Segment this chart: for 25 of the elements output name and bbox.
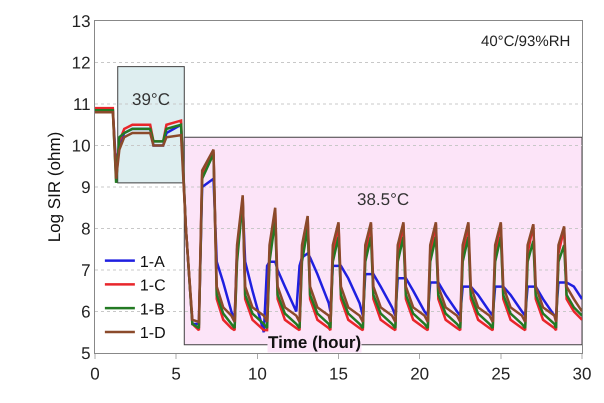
x-tick-label: 5 bbox=[171, 364, 181, 384]
x-tick-label: 15 bbox=[329, 364, 348, 384]
y-tick-label: 8 bbox=[81, 219, 91, 238]
y-tick-label: 6 bbox=[81, 302, 91, 322]
x-tick-label: 25 bbox=[491, 364, 510, 384]
y-axis-title: Log SIR (ohm) bbox=[45, 132, 64, 242]
x-tick-label: 20 bbox=[410, 364, 430, 384]
x-tick-label: 10 bbox=[248, 364, 267, 384]
y-tick-label: 9 bbox=[81, 178, 91, 197]
band-label: 38.5°C bbox=[357, 190, 410, 209]
x-tick-label: 30 bbox=[572, 364, 592, 384]
y-tick-label: 10 bbox=[72, 136, 91, 156]
annotation: 40°C/93%RH bbox=[481, 33, 570, 50]
legend-label: 1-A bbox=[140, 254, 166, 271]
band-label: 39°C bbox=[132, 90, 170, 109]
x-tick-label: 0 bbox=[90, 364, 100, 384]
y-tick-label: 12 bbox=[72, 53, 91, 72]
y-tick-label: 11 bbox=[72, 94, 91, 114]
y-tick-label: 13 bbox=[72, 12, 91, 31]
legend-label: 1-C bbox=[140, 278, 166, 295]
y-tick-label: 7 bbox=[81, 260, 91, 280]
legend-label: 1-B bbox=[140, 301, 165, 318]
legend-label: 1-D bbox=[140, 325, 166, 342]
y-tick-label: 5 bbox=[81, 344, 91, 363]
x-axis-title: Time (hour) bbox=[268, 333, 362, 352]
